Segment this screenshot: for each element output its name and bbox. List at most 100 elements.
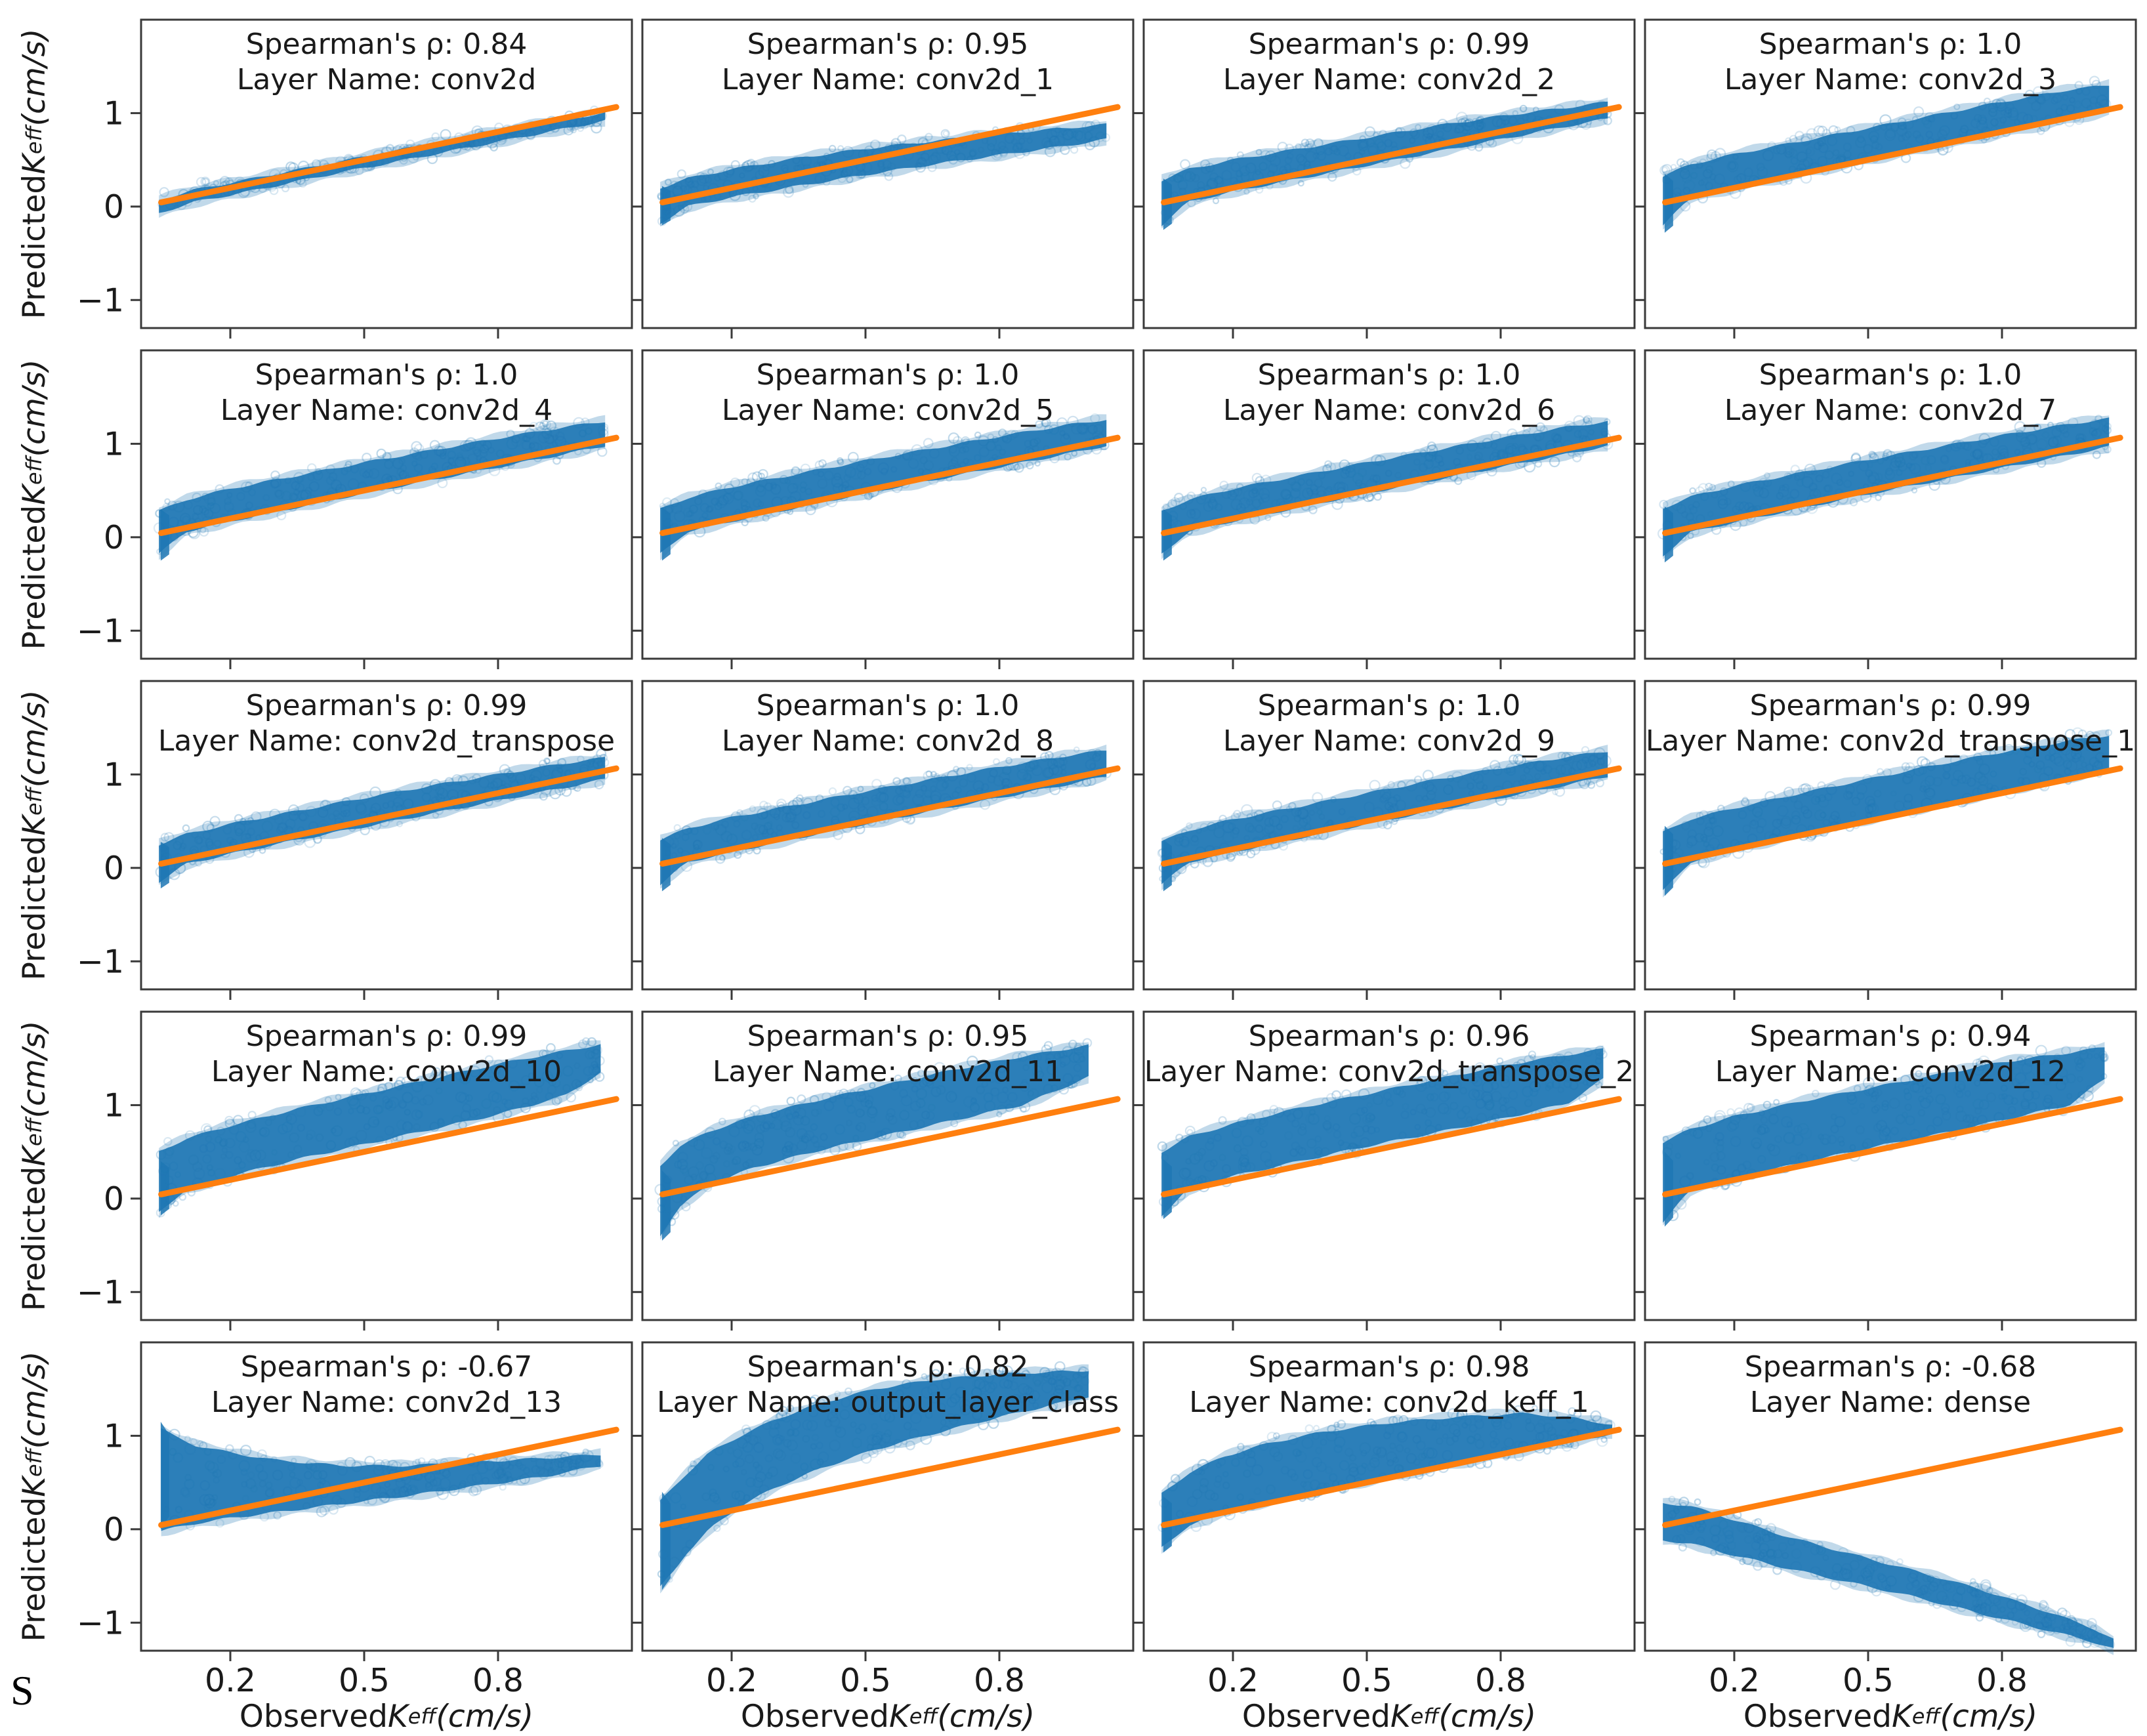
scatter-fuzz xyxy=(1665,1495,2116,1651)
identity-line xyxy=(1662,104,2123,205)
subplot-title-layer: Layer Name: conv2d xyxy=(237,63,536,96)
subplot-title-layer: Layer Name: conv2d_transpose_1 xyxy=(1646,724,2135,758)
y-tick-label: 0 xyxy=(104,519,124,556)
subplot-title-layer: Layer Name: conv2d_2 xyxy=(1223,63,1555,96)
y-tick-label: 1 xyxy=(104,94,124,132)
scatter-band xyxy=(1663,1502,2114,1648)
plot-border xyxy=(641,349,1135,660)
x-tick-label: 0.5 xyxy=(1843,1662,1894,1699)
subplot-title-layer: Layer Name: conv2d_11 xyxy=(713,1055,1063,1088)
y-tick-label: 1 xyxy=(104,756,124,793)
scatter-band xyxy=(660,1370,1089,1586)
identity-line xyxy=(158,1096,619,1197)
x-tick-label: 0.8 xyxy=(974,1662,1025,1699)
subplot-title-rho: Spearman's ρ: 0.82 xyxy=(747,1350,1029,1384)
subplot-title-rho: Spearman's ρ: 0.99 xyxy=(246,689,528,722)
y-tick-label: 1 xyxy=(104,425,124,463)
y-tick-label: −1 xyxy=(77,1273,124,1311)
identity-line xyxy=(158,1426,619,1528)
x-tick-label: 0.5 xyxy=(1341,1662,1392,1699)
scatter-band xyxy=(660,123,1107,224)
scatter-fuzz xyxy=(654,1038,1093,1226)
scatter-band xyxy=(1663,1047,2105,1223)
plot-border xyxy=(1644,1341,2137,1652)
identity-line xyxy=(659,1426,1121,1528)
subplot-title-layer: Layer Name: conv2d_12 xyxy=(1715,1055,2066,1088)
subplot-title-layer: Layer Name: conv2d_9 xyxy=(1223,724,1555,758)
identity-line xyxy=(158,104,619,205)
subplot-title-layer: Layer Name: output_layer_class xyxy=(657,1386,1119,1419)
x-tick-label: 0.2 xyxy=(706,1662,757,1699)
subplot-title-layer: Layer Name: conv2d_keff_1 xyxy=(1189,1386,1589,1419)
y-tick-label: 1 xyxy=(104,1086,124,1124)
identity-line xyxy=(659,434,1121,536)
y-tick-label: −1 xyxy=(77,281,124,319)
y-tick-label: 0 xyxy=(104,1511,124,1548)
y-tick-label: 0 xyxy=(104,188,124,226)
identity-line xyxy=(158,434,619,536)
subplot-title-rho: Spearman's ρ: 0.99 xyxy=(1249,28,1530,61)
identity-line xyxy=(659,1096,1121,1197)
scatter-band xyxy=(1663,85,2110,226)
subplot-title-rho: Spearman's ρ: -0.67 xyxy=(241,1350,533,1384)
identity-line xyxy=(1662,434,2123,536)
subplot-title-layer: Layer Name: conv2d_4 xyxy=(220,394,552,427)
identity-line xyxy=(1161,104,1622,205)
scatter-fuzz xyxy=(1157,1405,1615,1533)
subplot-title-rho: Spearman's ρ: 0.98 xyxy=(1249,1350,1530,1384)
scatter-band xyxy=(159,1044,601,1212)
subplot-title-rho: Spearman's ρ: 1.0 xyxy=(1258,358,1521,392)
scatter-left-spike xyxy=(661,186,671,226)
scatter-left-spike xyxy=(661,1170,671,1241)
scatter-left-spike xyxy=(1163,1159,1172,1220)
identity-line xyxy=(158,765,619,867)
x-tick-label: 0.2 xyxy=(205,1662,256,1699)
y-tick-label: −1 xyxy=(77,943,124,980)
identity-line xyxy=(659,104,1121,205)
y-tick-label: −1 xyxy=(77,612,124,650)
scatter-fuzz xyxy=(657,1361,1090,1583)
subplot-title-layer: Layer Name: conv2d_6 xyxy=(1223,394,1555,427)
subplot-title-rho: Spearman's ρ: 0.95 xyxy=(747,28,1029,61)
scatter-band xyxy=(1663,735,2110,890)
x-tick-label: 0.5 xyxy=(840,1662,891,1699)
identity-line xyxy=(1161,1096,1622,1197)
scatter-band xyxy=(1161,1048,1604,1217)
subplot-title-layer: Layer Name: conv2d_1 xyxy=(722,63,1054,96)
scatter-left-spike xyxy=(1664,1151,1673,1227)
subplot-title-layer: Layer Name: conv2d_transpose_2 xyxy=(1144,1055,1634,1088)
scatter-fuzz xyxy=(153,417,609,555)
x-tick-label: 0.5 xyxy=(339,1662,390,1699)
scatter-left-spike xyxy=(160,1161,169,1216)
subplot-title-rho: Spearman's ρ: 0.95 xyxy=(747,1020,1029,1053)
subplot-title-layer: Layer Name: conv2d_7 xyxy=(1724,394,2056,427)
subplot-title-layer: Layer Name: dense xyxy=(1750,1386,2031,1419)
scatter-left-spike xyxy=(160,1422,169,1529)
subplot-title-layer: Layer Name: conv2d_3 xyxy=(1724,63,2056,96)
subplot-title-rho: Spearman's ρ: 1.0 xyxy=(1759,358,2022,392)
subplot-title-layer: Layer Name: conv2d_8 xyxy=(722,724,1054,758)
